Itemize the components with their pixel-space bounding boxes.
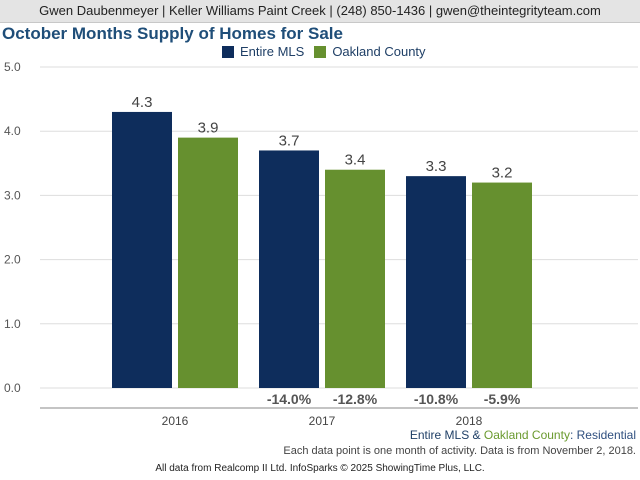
data-note: Each data point is one month of activity… (283, 445, 636, 457)
filter-county: Oakland County (483, 428, 570, 442)
legend-swatch-entire-mls (222, 45, 234, 58)
filter-suffix: : Residential (569, 428, 636, 442)
x-tick-label: 2016 (162, 414, 189, 425)
bar-value-label: 3.2 (492, 165, 513, 182)
filter-and: & (469, 428, 484, 442)
chart-legend: Entire MLS Oakland County (222, 44, 436, 59)
bar (325, 169, 385, 388)
legend-item-oakland-county[interactable]: Oakland County (314, 44, 426, 59)
y-tick-label: 0.0 (4, 381, 21, 395)
bar-value-label: 3.4 (345, 152, 366, 169)
change-label: -5.9% (484, 391, 521, 407)
data-credit: All data from Realcomp II Ltd. InfoSpark… (155, 463, 485, 474)
contact-text: Gwen Daubenmeyer | Keller Williams Paint… (39, 3, 601, 18)
filter-caption: Entire MLS & Oakland County: Residential (410, 428, 636, 442)
change-label: -14.0% (267, 391, 312, 407)
y-tick-label: 1.0 (4, 317, 21, 331)
y-tick-label: 5.0 (4, 60, 21, 74)
bar-chart: 5.0 4.0 3.0 2.0 1.0 0.0 4.3 3.9 2016 3.7 -14.0% 3.4… (4, 60, 638, 425)
bar-value-label: 3.3 (426, 158, 447, 175)
bar-value-label: 4.3 (132, 94, 153, 111)
change-label: -12.8% (333, 391, 378, 407)
legend-swatch-oakland-county (314, 45, 327, 58)
y-tick-label: 4.0 (4, 124, 21, 138)
bar (472, 182, 532, 388)
legend-label-entire-mls: Entire MLS (240, 44, 305, 59)
y-tick-label: 3.0 (4, 188, 21, 202)
legend-item-entire-mls[interactable]: Entire MLS (222, 44, 304, 59)
y-tick-label: 2.0 (4, 253, 21, 267)
x-tick-label: 2017 (309, 414, 336, 425)
contact-header: Gwen Daubenmeyer | Keller Williams Paint… (0, 0, 640, 23)
bar (112, 111, 172, 388)
x-tick-label: 2018 (456, 414, 483, 425)
bar (406, 176, 466, 388)
bar-value-label: 3.7 (279, 132, 300, 149)
change-label: -10.8% (414, 391, 459, 407)
filter-mls: Entire MLS (409, 428, 470, 442)
bar (259, 150, 319, 388)
bar (178, 137, 238, 388)
bar-value-label: 3.9 (198, 120, 219, 137)
legend-label-oakland-county: Oakland County (332, 44, 426, 59)
chart-title: October Months Supply of Homes for Sale (2, 24, 343, 43)
